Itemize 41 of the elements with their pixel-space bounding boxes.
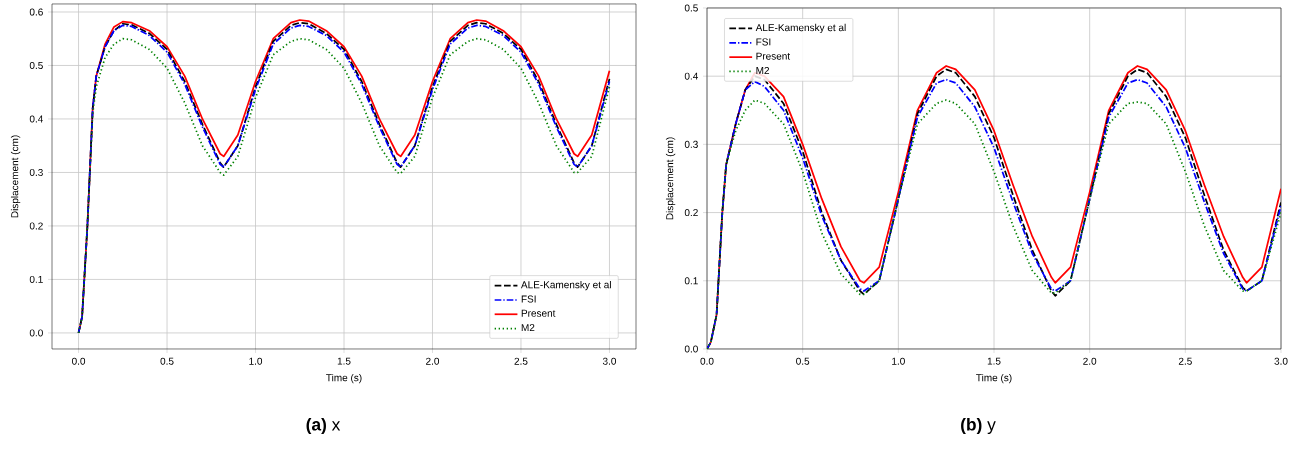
y-tick-label: 0.5 [684, 4, 698, 12]
x-tick-label: 2.5 [1178, 357, 1192, 365]
y-tick-label: 0.0 [684, 345, 698, 353]
legend-label: M2 [521, 324, 535, 332]
x-tick-label: 1.0 [249, 357, 263, 365]
y-tick-label: 0.3 [684, 140, 698, 148]
x-axis-title: Time (s) [326, 373, 362, 384]
y-tick-label: 0.6 [29, 8, 43, 16]
x-tick-label: 0.5 [160, 357, 174, 365]
legend-label: ALE-Kamensky et al [520, 280, 611, 291]
x-tick-label: 1.5 [337, 357, 351, 365]
x-tick-label: 3.0 [1274, 357, 1288, 365]
x-tick-label: 0.0 [72, 357, 86, 365]
text: (b) y [961, 417, 996, 435]
text: (a) x [306, 417, 341, 435]
legend-label: M2 [756, 66, 770, 74]
x-tick-label: 1.0 [892, 357, 905, 365]
y-tick-label: 0.4 [684, 72, 699, 80]
y-tick-label: 0.2 [684, 209, 698, 217]
x-tick-label: 2.0 [1083, 357, 1097, 365]
y-tick-label: 0.0 [29, 329, 43, 337]
x-tick-label: 0.0 [700, 357, 714, 365]
y-axis-title: Displacement (cm) [10, 135, 21, 218]
x-tick-label: 3.0 [602, 357, 617, 365]
x-tick-label: 2.5 [514, 357, 528, 365]
x-tick-label: 2.0 [426, 357, 440, 365]
legend-label: FSI [521, 295, 536, 303]
y-tick-label: 0.1 [684, 277, 698, 285]
y-tick-label: 0.1 [29, 275, 43, 283]
legend-label: FSI [756, 38, 771, 46]
x-tick-label: 0.5 [796, 357, 810, 365]
x-axis-title: Time (s) [976, 373, 1012, 384]
legend-label: Present [521, 309, 556, 317]
y-tick-label: 0.5 [29, 61, 43, 70]
legend-label: ALE-Kamensky et al [755, 23, 846, 34]
x-tick-label: 1.5 [987, 357, 1001, 365]
y-tick-label: 0.3 [29, 168, 43, 177]
y-tick-label: 0.4 [29, 115, 44, 123]
y-axis-title: Displacement (cm) [665, 137, 676, 220]
y-tick-label: 0.2 [29, 222, 43, 230]
legend-label: Present [756, 52, 791, 60]
